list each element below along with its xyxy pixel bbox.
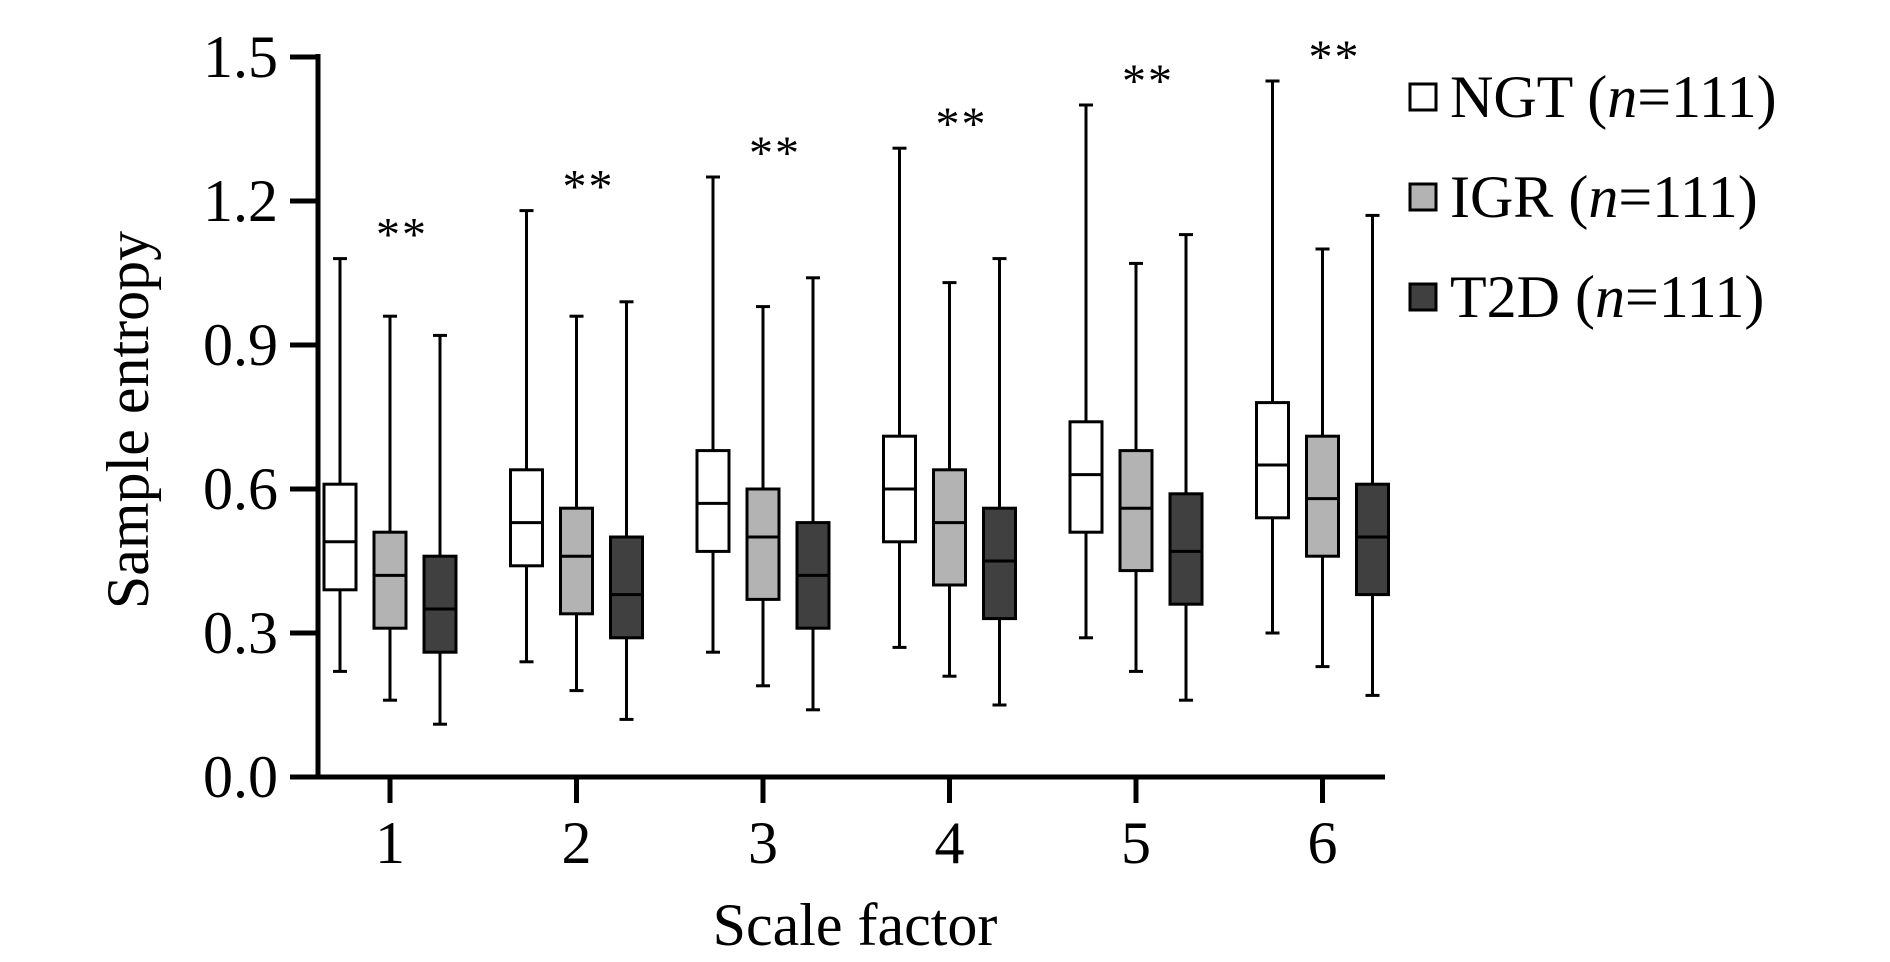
legend-label: NGT (n=111)	[1450, 64, 1777, 130]
box-iqr	[695, 449, 731, 553]
legend-swatch	[1408, 282, 1438, 312]
box-igr-4	[932, 281, 967, 678]
box-t2d-5	[1168, 233, 1204, 702]
box-ngt-4	[882, 146, 917, 649]
legend-item-igr: IGR (n=111)	[1408, 164, 1758, 230]
significance-marker: **	[749, 127, 801, 180]
legend: NGT (n=111) IGR (n=111) T2D (n=111)	[1408, 64, 1777, 330]
significance-marker: **	[563, 161, 615, 214]
box-igr-6	[1305, 247, 1340, 669]
box-iqr	[559, 506, 594, 616]
x-tick-label: 6	[1308, 810, 1338, 876]
box-ngt-6	[1255, 79, 1290, 635]
box-ngt-1	[322, 257, 358, 673]
box-t2d-6	[1355, 213, 1390, 697]
box-iqr	[322, 482, 358, 592]
y-tick-label: 0.9	[203, 312, 278, 378]
box-iqr	[932, 468, 967, 587]
box-t2d-4	[982, 257, 1017, 707]
axes: 0.0 0.3 0.6 0.9 1.2 1.5 1 2 3 4 5 6	[203, 24, 1385, 876]
x-axis-label: Scale factor	[713, 892, 998, 958]
box-igr-2	[559, 314, 594, 693]
box-ngt-3	[695, 175, 731, 654]
box-iqr	[609, 535, 644, 640]
box-iqr	[372, 530, 408, 630]
legend-swatch	[1408, 182, 1438, 212]
box-igr-5	[1118, 261, 1154, 673]
box-igr-3	[745, 305, 781, 688]
significance-marker: **	[1122, 55, 1174, 108]
box-iqr	[1255, 401, 1290, 520]
legend-label: T2D (n=111)	[1450, 264, 1764, 330]
box-iqr	[982, 506, 1017, 621]
plot-area: ** ** ** ** ** **	[322, 31, 1390, 726]
y-tick-label: 0.0	[203, 744, 278, 810]
box-t2d-2	[609, 300, 644, 721]
significance-marker: **	[376, 209, 428, 262]
x-tick-label: 5	[1121, 810, 1151, 876]
y-tick-label: 0.3	[203, 600, 278, 666]
legend-swatch	[1408, 82, 1438, 112]
box-ngt-5	[1068, 103, 1104, 640]
y-axis-label: Sample entropy	[95, 231, 161, 609]
x-tick-label: 3	[748, 810, 778, 876]
y-tick-label: 1.2	[203, 168, 278, 234]
box-iqr	[509, 468, 544, 568]
box-iqr	[1068, 420, 1104, 534]
box-t2d-3	[795, 276, 831, 712]
box-iqr	[1355, 482, 1390, 597]
legend-label: IGR (n=111)	[1450, 164, 1758, 230]
box-iqr	[745, 487, 781, 601]
y-tick-label: 1.5	[203, 24, 278, 90]
box-igr-1	[372, 314, 408, 702]
legend-item-ngt: NGT (n=111)	[1408, 64, 1777, 130]
box-ngt-2	[509, 209, 544, 664]
box-iqr	[1168, 492, 1204, 606]
x-tick-label: 1	[375, 810, 405, 876]
significance-marker: **	[936, 98, 988, 151]
x-tick-label: 2	[562, 810, 592, 876]
significance-marker: **	[1309, 31, 1361, 84]
box-iqr	[1305, 434, 1340, 558]
box-iqr	[1118, 449, 1154, 573]
box-iqr	[422, 554, 458, 654]
y-tick-label: 0.6	[203, 456, 278, 522]
x-tick-label: 4	[935, 810, 965, 876]
legend-item-t2d: T2D (n=111)	[1408, 264, 1764, 330]
box-t2d-1	[422, 333, 458, 726]
